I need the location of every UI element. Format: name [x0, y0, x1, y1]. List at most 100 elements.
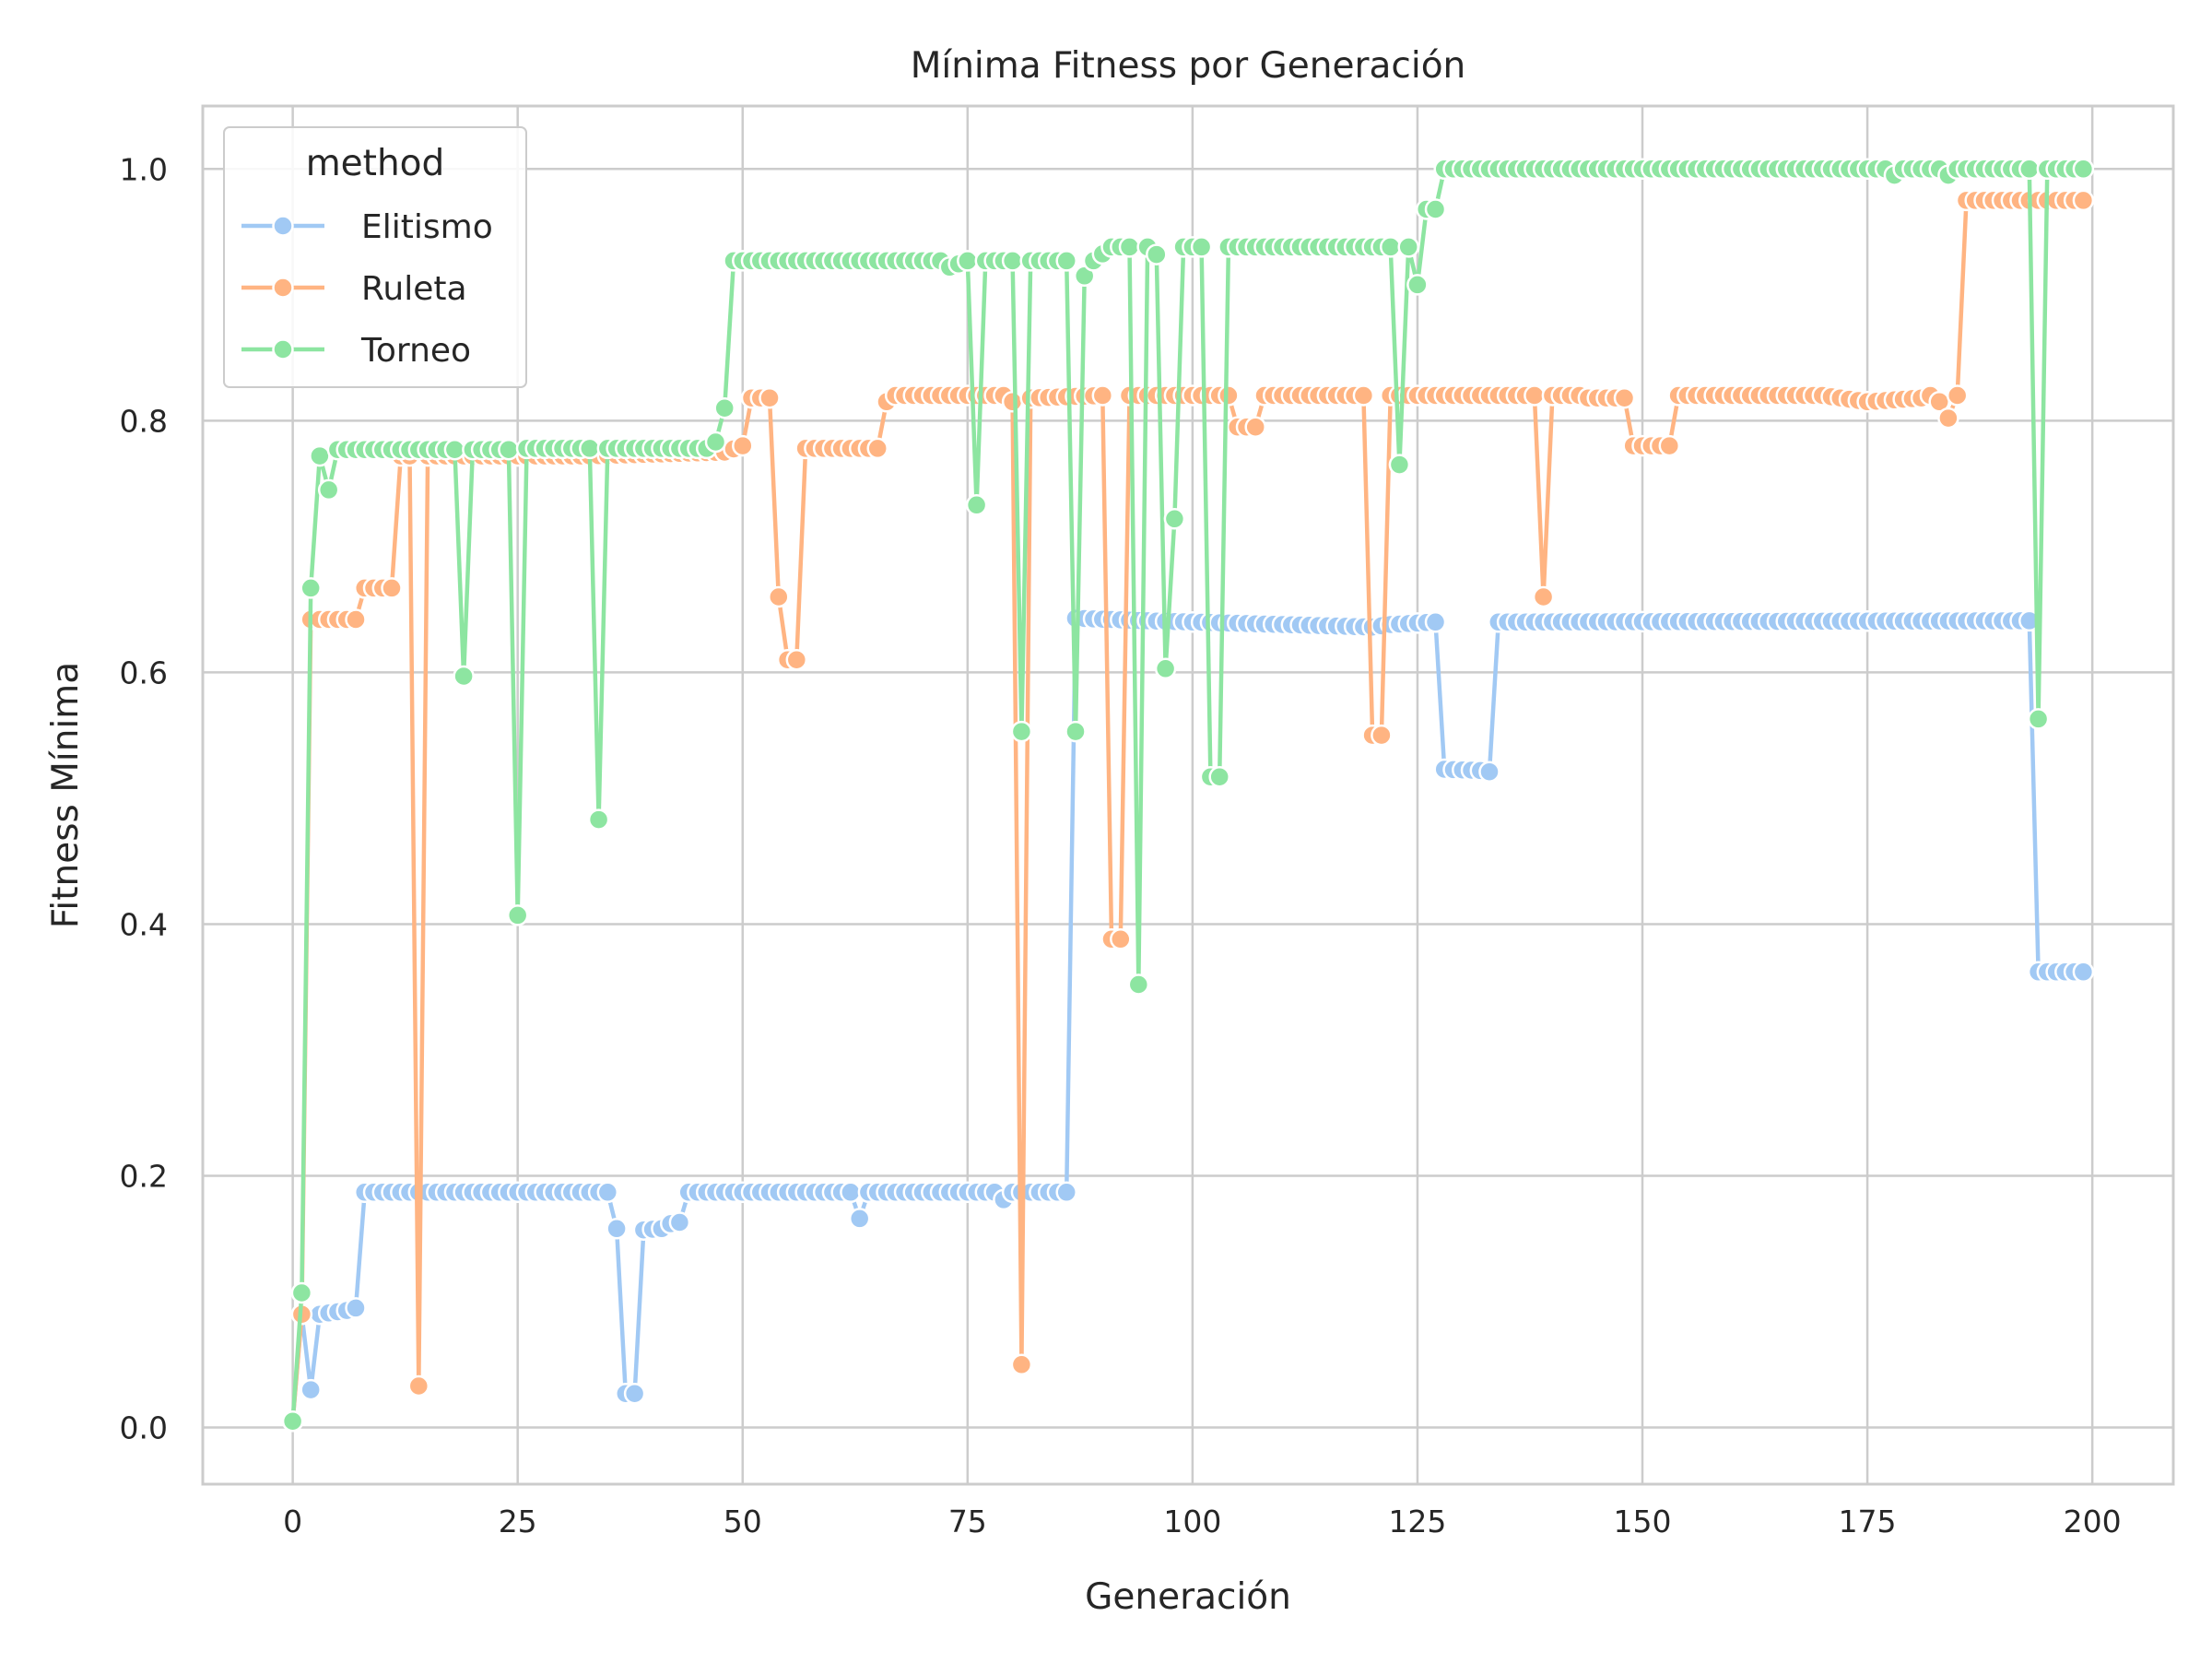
plot-frame — [201, 104, 2175, 1486]
data-point — [848, 1208, 871, 1230]
data-point — [300, 1378, 322, 1401]
data-point — [281, 1409, 304, 1433]
legend-items: Elitismo Ruleta Torneo — [241, 208, 493, 370]
series-layer — [281, 158, 2095, 1433]
legend-box — [223, 126, 527, 388]
series-torneo — [281, 158, 2095, 1433]
y-tick-label: 0.4 — [120, 906, 168, 942]
data-point — [1397, 236, 1419, 258]
data-point — [1613, 386, 1636, 409]
data-point — [1218, 384, 1240, 407]
x-tick-label: 75 — [948, 1504, 987, 1539]
data-point — [840, 1181, 862, 1204]
data-point — [1352, 384, 1375, 407]
legend-label: Torneo — [360, 332, 471, 370]
data-point — [506, 904, 529, 926]
data-point — [1118, 236, 1141, 258]
data-point — [1478, 761, 1500, 783]
x-tick-label: 0 — [283, 1504, 302, 1539]
data-point — [345, 1297, 367, 1319]
data-point — [498, 438, 520, 461]
data-point — [443, 438, 466, 461]
y-axis-title: Fitness Mínima — [45, 662, 87, 928]
y-tick-label: 1.0 — [120, 151, 168, 187]
data-point — [1110, 928, 1132, 950]
x-tick-label: 150 — [1614, 1504, 1672, 1539]
data-point — [1127, 973, 1150, 996]
data-point — [1532, 585, 1555, 608]
legend-label: Elitismo — [361, 208, 493, 246]
data-point — [1010, 720, 1033, 743]
data-point — [759, 386, 781, 409]
x-tick-label: 200 — [2064, 1504, 2122, 1539]
data-point — [453, 665, 475, 688]
data-point — [587, 808, 610, 831]
data-point — [1424, 611, 1447, 633]
legend: method Elitismo Ruleta Torneo — [223, 126, 527, 388]
data-point — [1371, 724, 1393, 747]
data-point — [965, 494, 988, 516]
data-point — [381, 577, 403, 599]
x-tick-label: 100 — [1163, 1504, 1221, 1539]
data-point — [407, 1374, 430, 1398]
data-point — [1190, 236, 1213, 258]
data-point — [2072, 189, 2095, 212]
x-tick-label: 175 — [1839, 1504, 1897, 1539]
data-point — [1163, 508, 1186, 530]
data-point — [1146, 243, 1168, 265]
data-point — [1524, 384, 1546, 407]
legend-item-ruleta: Ruleta — [241, 270, 467, 308]
data-point — [317, 478, 340, 501]
data-point — [704, 430, 727, 454]
data-point — [668, 1211, 691, 1233]
data-point — [768, 585, 790, 608]
data-point — [1001, 250, 1024, 272]
data-point — [1388, 454, 1411, 476]
chart-title: Mínima Fitness por Generación — [911, 45, 1466, 87]
data-point — [1208, 765, 1230, 788]
data-point — [1055, 1181, 1077, 1204]
y-tick-label: 0.0 — [120, 1410, 168, 1446]
legend-item-torneo: Torneo — [241, 332, 471, 370]
data-point — [785, 648, 808, 671]
legend-marker — [272, 215, 294, 237]
grid — [203, 106, 2173, 1484]
x-tick-label: 50 — [724, 1504, 762, 1539]
data-point — [1001, 391, 1024, 413]
data-point — [1244, 416, 1266, 438]
data-point — [732, 434, 754, 457]
legend-item-elitismo: Elitismo — [241, 208, 493, 246]
y-tick-label: 0.2 — [120, 1159, 168, 1195]
data-point — [1424, 198, 1447, 220]
data-point — [606, 1218, 628, 1240]
x-tick-label: 25 — [499, 1504, 537, 1539]
data-point — [1937, 407, 1959, 430]
data-point — [596, 1181, 619, 1204]
data-point — [2018, 158, 2041, 181]
tick-labels: 0 25 50 75 100 125 150 175 200 0.0 0.2 0.4 0.6 0.8 1.0 — [120, 151, 2122, 1539]
data-point — [1055, 250, 1077, 272]
data-point — [2072, 158, 2095, 181]
data-point — [1010, 1353, 1033, 1376]
data-point — [345, 608, 367, 631]
data-point — [1658, 434, 1681, 457]
data-point — [1406, 274, 1429, 296]
data-point — [579, 437, 601, 460]
data-point — [300, 577, 322, 599]
x-axis-title: Generación — [1085, 1576, 1291, 1618]
x-tick-label: 125 — [1388, 1504, 1446, 1539]
data-point — [1091, 384, 1114, 407]
data-point — [713, 396, 735, 419]
data-point — [2072, 961, 2095, 984]
data-point — [309, 444, 331, 467]
legend-title: method — [306, 143, 445, 184]
y-tick-label: 0.6 — [120, 655, 168, 690]
legend-marker — [272, 338, 294, 360]
legend-label: Ruleta — [361, 270, 467, 308]
data-point — [1946, 384, 1969, 407]
data-point — [866, 437, 888, 460]
legend-marker — [272, 277, 294, 299]
data-point — [957, 250, 979, 272]
data-point — [1154, 657, 1177, 680]
